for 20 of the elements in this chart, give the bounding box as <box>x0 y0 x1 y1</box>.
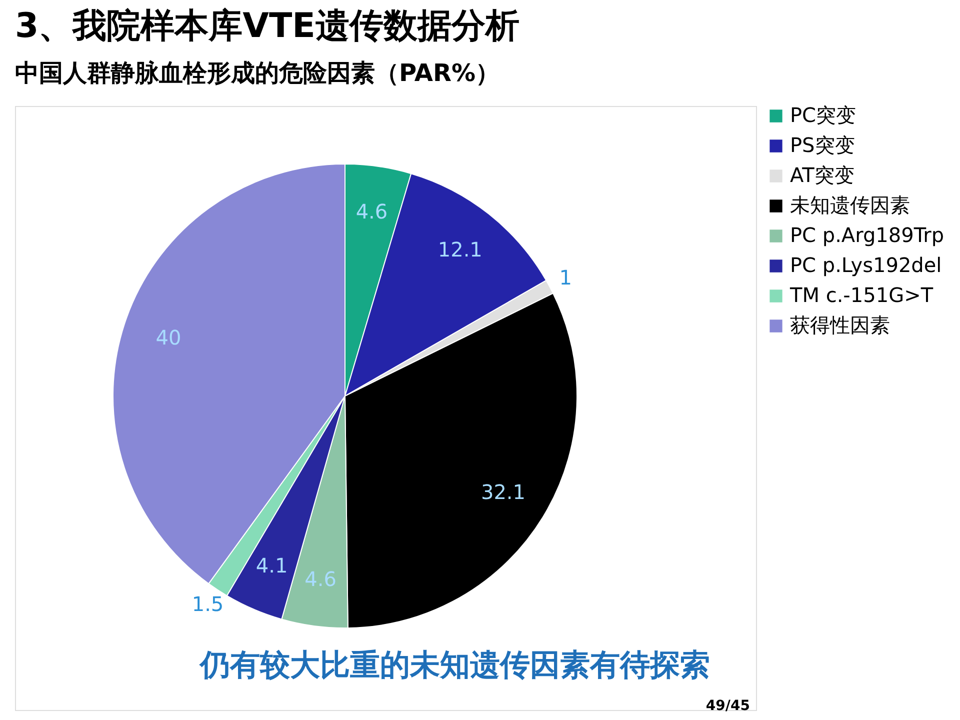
legend-label: 获得性因素 <box>790 313 890 337</box>
data-label: 4.6 <box>304 566 336 591</box>
data-label: 1 <box>559 265 572 290</box>
data-label: 32.1 <box>480 480 526 504</box>
data-label: 4.6 <box>356 199 388 224</box>
legend-label: AT突变 <box>790 163 854 187</box>
data-label: 1.5 <box>192 592 224 616</box>
chart-title: 3、我院样本库VTE遗传数据分析 <box>15 6 520 46</box>
data-label: 40 <box>156 326 182 350</box>
data-label: 12.1 <box>438 237 482 262</box>
text: 仍有较大比重的未知遗传因素有待探索 <box>198 648 710 683</box>
legend-label: PC突变 <box>790 103 856 127</box>
legend-label: PS突变 <box>790 133 855 157</box>
chart-subtitle: 中国人群静脉血栓形成的危险因素（PAR%） <box>15 59 500 87</box>
legend-label: PC p.Arg189Trp <box>790 223 944 247</box>
legend-label: PC p.Lys192del <box>790 253 942 277</box>
text: 49/45 <box>706 698 750 714</box>
legend-label: TM c.-151G>T <box>789 283 934 307</box>
data-label: 4.1 <box>256 554 288 578</box>
legend-label: 未知遗传因素 <box>790 193 910 217</box>
